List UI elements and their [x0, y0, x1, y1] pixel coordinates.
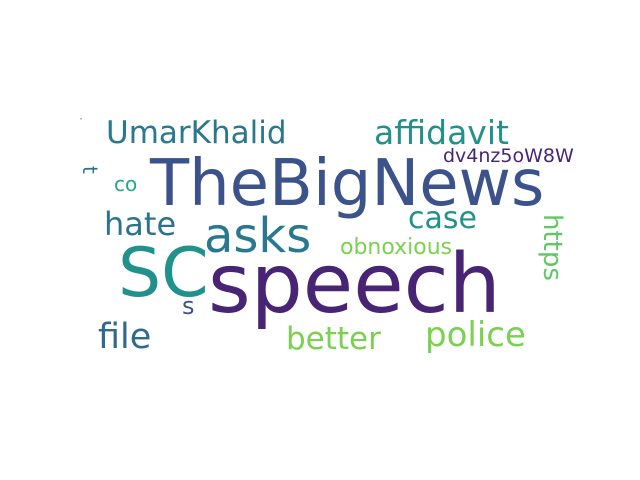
- word-dv4nz5ow8w: dv4nz5oW8W: [443, 145, 574, 167]
- word-speech: speech: [208, 237, 501, 332]
- word-umarkhalid: UmarKhalid: [106, 115, 287, 151]
- word-better: better: [286, 321, 381, 357]
- word-file: file: [98, 317, 152, 357]
- word-t: t: [78, 166, 102, 174]
- word-affidavit: affidavit: [374, 113, 509, 152]
- word-hate: hate: [104, 205, 177, 243]
- word-co: co: [114, 172, 138, 196]
- word-sc: SC: [118, 234, 209, 313]
- word-https: https: [537, 214, 567, 281]
- word-case: case: [408, 201, 477, 236]
- word-s: s: [182, 292, 195, 320]
- tiny-mark: ": [80, 118, 83, 124]
- word-thebignews: TheBigNews: [150, 147, 545, 221]
- word-obnoxious: obnoxious: [340, 235, 453, 260]
- word-police: police: [425, 315, 526, 355]
- word-asks: asks: [204, 208, 312, 264]
